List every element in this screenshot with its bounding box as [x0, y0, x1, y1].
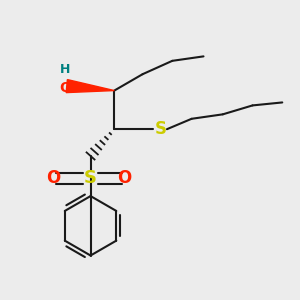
- Text: H: H: [60, 63, 70, 76]
- Text: S: S: [154, 120, 166, 138]
- Text: S: S: [84, 169, 97, 187]
- Polygon shape: [66, 80, 114, 93]
- Text: O: O: [46, 169, 61, 187]
- Text: O: O: [59, 81, 71, 94]
- Text: O: O: [118, 169, 132, 187]
